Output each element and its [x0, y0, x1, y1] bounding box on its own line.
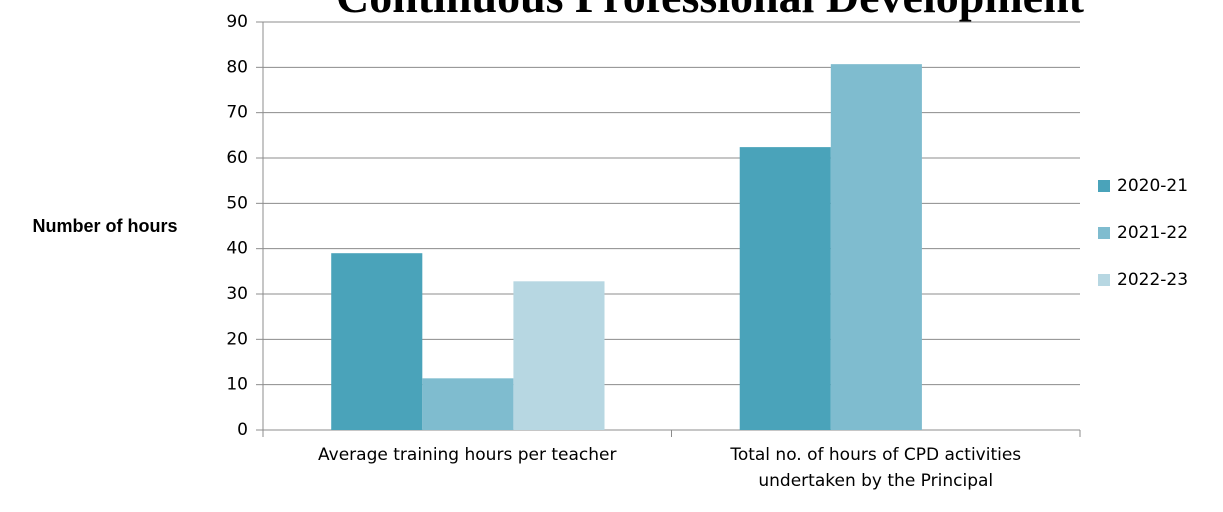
y-tick-label: 10 — [226, 375, 248, 395]
legend-swatch — [1098, 274, 1110, 286]
y-tick-label: 0 — [237, 420, 248, 440]
legend-label: 2021-22 — [1117, 223, 1188, 243]
y-tick-label: 70 — [226, 103, 248, 123]
bar — [513, 281, 605, 430]
y-tick-label: 60 — [226, 148, 248, 168]
y-axis-label: Number of hours — [32, 216, 177, 236]
y-tick-label: 40 — [226, 239, 248, 259]
y-tick-label: 20 — [226, 329, 248, 349]
y-tick-label: 50 — [226, 193, 248, 213]
legend-swatch — [1098, 180, 1110, 192]
legend-swatch — [1098, 227, 1110, 239]
x-tick-label-box: Average training hours per teacher — [318, 445, 617, 465]
chart-title: Continuous Professional Development — [336, 0, 1085, 22]
x-tick-label: Total no. of hours of CPD activities und… — [730, 445, 1022, 491]
bar — [331, 253, 423, 430]
x-tick-label: Average training hours per teacher — [318, 445, 617, 465]
y-tick-label: 80 — [226, 57, 248, 77]
x-tick-label-box: Total no. of hours of CPD activities und… — [730, 445, 1022, 491]
y-tick-label: 30 — [226, 284, 248, 304]
legend-label: 2020-21 — [1117, 176, 1188, 196]
bar — [739, 147, 831, 430]
y-tick-label: 90 — [226, 12, 248, 32]
legend-label: 2022-23 — [1117, 270, 1188, 290]
bar — [422, 378, 514, 430]
bar — [830, 64, 922, 430]
